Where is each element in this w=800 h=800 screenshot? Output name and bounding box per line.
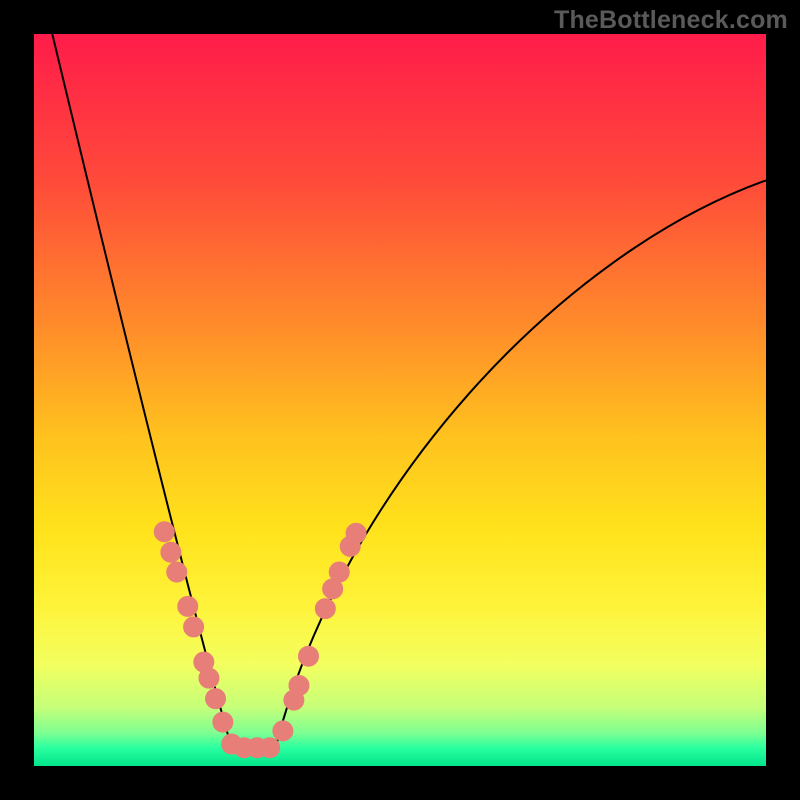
watermark-text: TheBottleneck.com <box>554 6 788 35</box>
data-marker <box>346 523 366 543</box>
outer-frame: TheBottleneck.com <box>0 0 800 800</box>
chart-svg <box>34 34 766 766</box>
bottleneck-curve <box>52 34 766 748</box>
data-marker <box>184 617 204 637</box>
plot-area <box>34 34 766 766</box>
data-marker <box>299 646 319 666</box>
data-marker <box>178 596 198 616</box>
data-marker <box>213 712 233 732</box>
marker-group <box>154 522 366 758</box>
data-marker <box>315 599 335 619</box>
data-marker <box>260 738 280 758</box>
data-marker <box>273 721 293 741</box>
data-marker <box>329 562 349 582</box>
data-marker <box>161 542 181 562</box>
data-marker <box>206 689 226 709</box>
data-marker <box>154 522 174 542</box>
data-marker <box>199 668 219 688</box>
data-marker <box>167 562 187 582</box>
data-marker <box>289 675 309 695</box>
